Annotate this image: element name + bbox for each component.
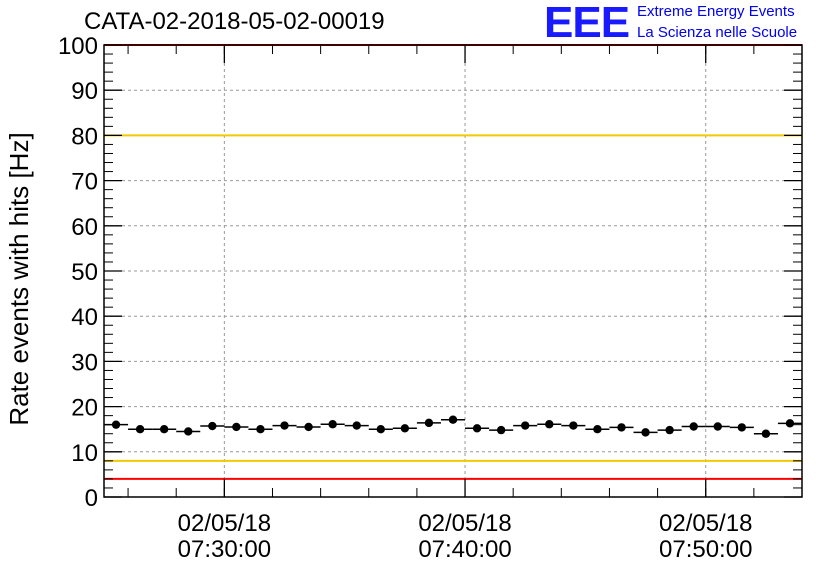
threshold-lines [104,44,802,480]
y-tick-label: 40 [71,304,98,331]
data-point [424,418,434,428]
data-point [159,425,169,434]
y-tick-label: 50 [71,259,98,286]
x-tick-date-label: 02/05/18 [418,510,511,537]
y-tick-label: 80 [71,123,98,150]
data-point [472,424,482,433]
data-point [376,425,385,434]
data-point [593,425,602,434]
chart-title: CATA-02-2018-05-02-00019 [84,8,385,35]
y-tick-label: 30 [71,349,98,376]
data-point [232,422,241,432]
data-point [689,422,698,431]
data-point [785,419,795,428]
x-tick-date-label: 02/05/18 [659,510,752,537]
y-tick-label: 60 [71,214,98,241]
y-tick-label: 100 [58,33,98,60]
data-point [280,421,289,430]
data-point [184,427,193,436]
x-tick-time-label: 07:40:00 [418,536,511,563]
data-points [104,415,802,438]
data-point [545,420,554,429]
y-tick-label: 10 [71,440,98,467]
plot-frame [103,44,803,498]
y-tick-label: 90 [71,78,98,105]
data-point [400,424,410,433]
data-point [496,425,506,435]
axis-ticks [104,44,802,498]
data-point [713,422,722,431]
logo-line-2: La Scienza nelle Scuole [637,24,798,41]
data-point [569,421,578,430]
axis-labels: 010203040506070809010002/05/1807:30:0002… [58,33,752,563]
x-tick-time-label: 07:30:00 [178,536,271,563]
data-point [135,425,145,434]
data-point [328,420,337,429]
logo-line-1: Extreme Energy Events [637,3,795,20]
data-point [448,415,458,424]
data-point [256,425,265,434]
y-tick-label: 0 [85,485,98,512]
data-point [665,425,674,435]
x-tick-date-label: 02/05/18 [178,510,271,537]
data-point [111,420,121,429]
data-point [641,428,650,437]
data-point [737,423,747,432]
data-point [208,421,217,431]
data-point [617,423,626,432]
eee-logo: EEE [544,0,630,47]
y-tick-label: 70 [71,169,98,196]
grid-lines [104,45,802,497]
y-tick-label: 20 [71,395,98,422]
data-point [352,421,361,430]
data-point [761,429,771,438]
x-tick-time-label: 07:50:00 [659,536,752,563]
data-point [304,422,313,432]
y-axis-label: Rate events with hits [Hz] [4,132,34,425]
data-point [521,421,530,430]
